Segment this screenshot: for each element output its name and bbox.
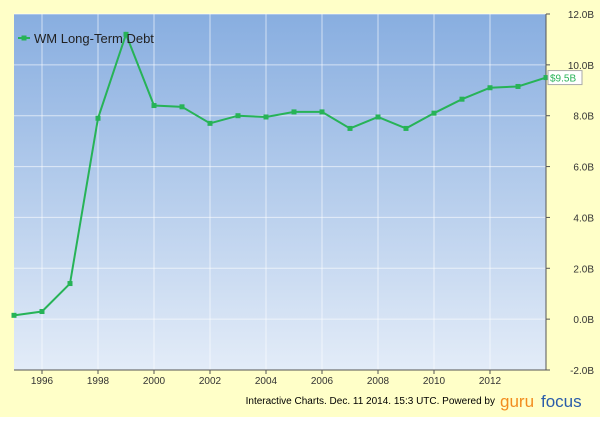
point: [235, 113, 241, 119]
brand-focus: focus: [541, 392, 582, 411]
plot-area: [14, 14, 546, 370]
x-tick-label: 2004: [255, 376, 278, 387]
point: [515, 83, 521, 89]
x-tick-label: 2000: [143, 376, 166, 387]
point: [347, 125, 353, 131]
y-tick-label: 0.0B: [573, 315, 594, 326]
point: [319, 109, 325, 115]
point: [39, 309, 45, 315]
brand-guru: guru: [500, 392, 534, 411]
y-tick-label: -2.0B: [570, 366, 594, 377]
point: [291, 109, 297, 115]
series-line: [13, 31, 547, 317]
x-tick-label: 2008: [367, 376, 390, 387]
point: [403, 125, 409, 131]
point: [375, 114, 381, 120]
point: [179, 104, 185, 110]
point: [11, 312, 17, 318]
x-tick-label: 2006: [311, 376, 334, 387]
x-tick-label: 2002: [199, 376, 222, 387]
point: [431, 110, 437, 116]
x-tick-label: 1998: [87, 376, 110, 387]
legend-swatch: [21, 35, 27, 41]
footer-text: Interactive Charts. Dec. 11 2014. 15:3 U…: [246, 396, 495, 407]
point: [543, 75, 549, 81]
x-tick-label: 1996: [31, 376, 54, 387]
point: [459, 96, 465, 102]
y-tick-label: 4.0B: [573, 213, 594, 224]
x-tick-label: 2010: [423, 376, 446, 387]
point: [67, 281, 73, 287]
y-tick-label: 2.0B: [573, 264, 594, 275]
value-label-box: [547, 70, 583, 86]
y-tick-label: 8.0B: [573, 112, 594, 123]
point: [123, 31, 129, 37]
legend-label: WM Long-Term Debt: [34, 31, 154, 46]
point: [207, 120, 213, 126]
y-tick-label: 10.0B: [568, 61, 594, 72]
y-tick-label: 12.0B: [568, 10, 594, 21]
point: [151, 103, 157, 109]
value-label: $9.5B: [550, 74, 576, 85]
x-tick-label: 2012: [479, 376, 502, 387]
point: [263, 114, 269, 120]
y-tick-label: 6.0B: [573, 163, 594, 174]
point: [95, 115, 101, 121]
point: [487, 85, 493, 91]
